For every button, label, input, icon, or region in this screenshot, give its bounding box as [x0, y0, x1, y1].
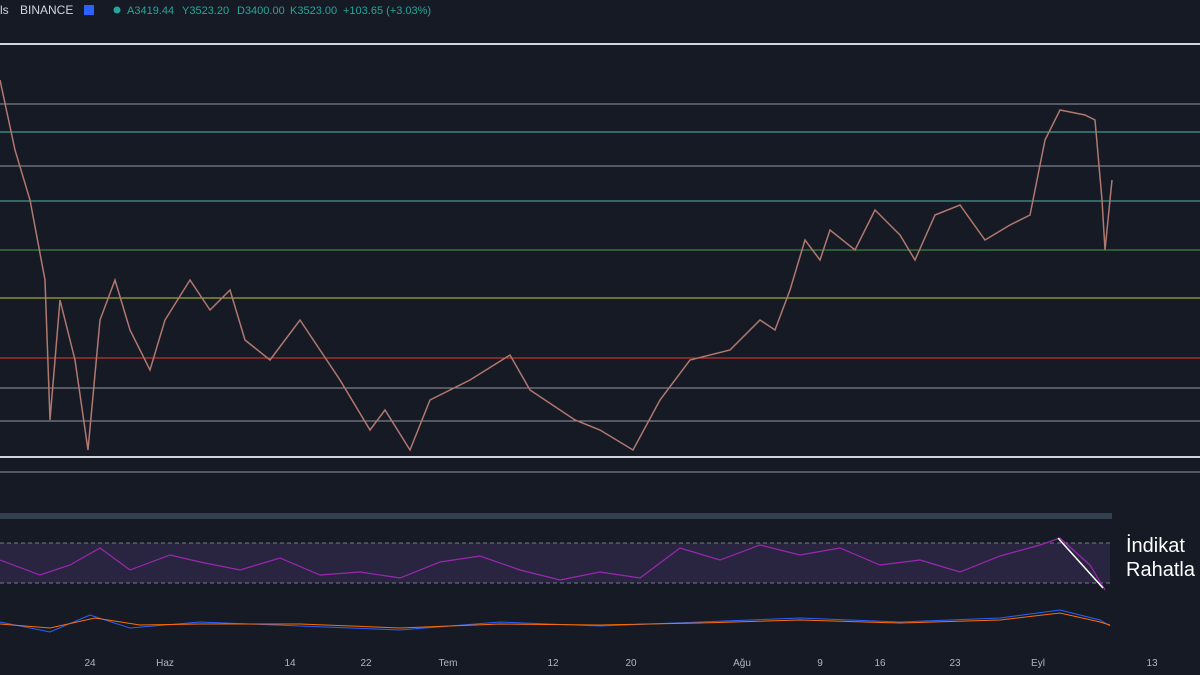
x-axis-label: Haz: [156, 658, 174, 669]
close-value: K3523.00: [290, 5, 337, 17]
x-axis-label: Tem: [439, 658, 458, 669]
rsi-panel: İndikat Rahatla: [0, 534, 1196, 591]
x-axis-label: 12: [547, 658, 559, 669]
open-value: A3419.44: [127, 5, 174, 17]
x-axis-label: 14: [284, 658, 296, 669]
status-dot: [113, 6, 121, 14]
x-axis-label: Ağu: [733, 658, 751, 669]
high-value: Y3523.20: [182, 5, 229, 17]
x-axis-label: 13: [1146, 658, 1158, 669]
low-value: D3400.00: [237, 5, 285, 17]
signal-line: [0, 612, 1111, 629]
x-axis-label: 16: [874, 658, 886, 669]
x-axis-label: Eyl: [1031, 658, 1045, 669]
x-axis: 24 Haz 14 22 Tem 12 20 Ağu 9 16 23 Eyl 13: [84, 658, 1158, 669]
levels: [0, 43, 1200, 473]
annotation-line: Rahatla: [1126, 559, 1196, 581]
x-axis-label: 20: [625, 658, 637, 669]
interval: ls: [0, 3, 9, 17]
change-value: +103.65 (+3.03%): [343, 5, 431, 17]
x-axis-label: 24: [84, 658, 96, 669]
x-axis-label: 9: [817, 658, 823, 669]
annotation-line: İndikat: [1126, 534, 1185, 557]
trend-arrow: [1057, 537, 1104, 589]
flag-icon: [84, 5, 94, 15]
header: ls BINANCE A3419.44 Y3523.20 D3400.00 K3…: [0, 3, 431, 17]
x-axis-label: 22: [360, 658, 372, 669]
price-line: [0, 79, 1113, 452]
exchange: BINANCE: [20, 3, 73, 17]
rsi-band: [0, 543, 1110, 583]
rsi-line: [0, 537, 1106, 591]
x-axis-label: 23: [949, 658, 961, 669]
macd-panel: [0, 609, 1111, 633]
